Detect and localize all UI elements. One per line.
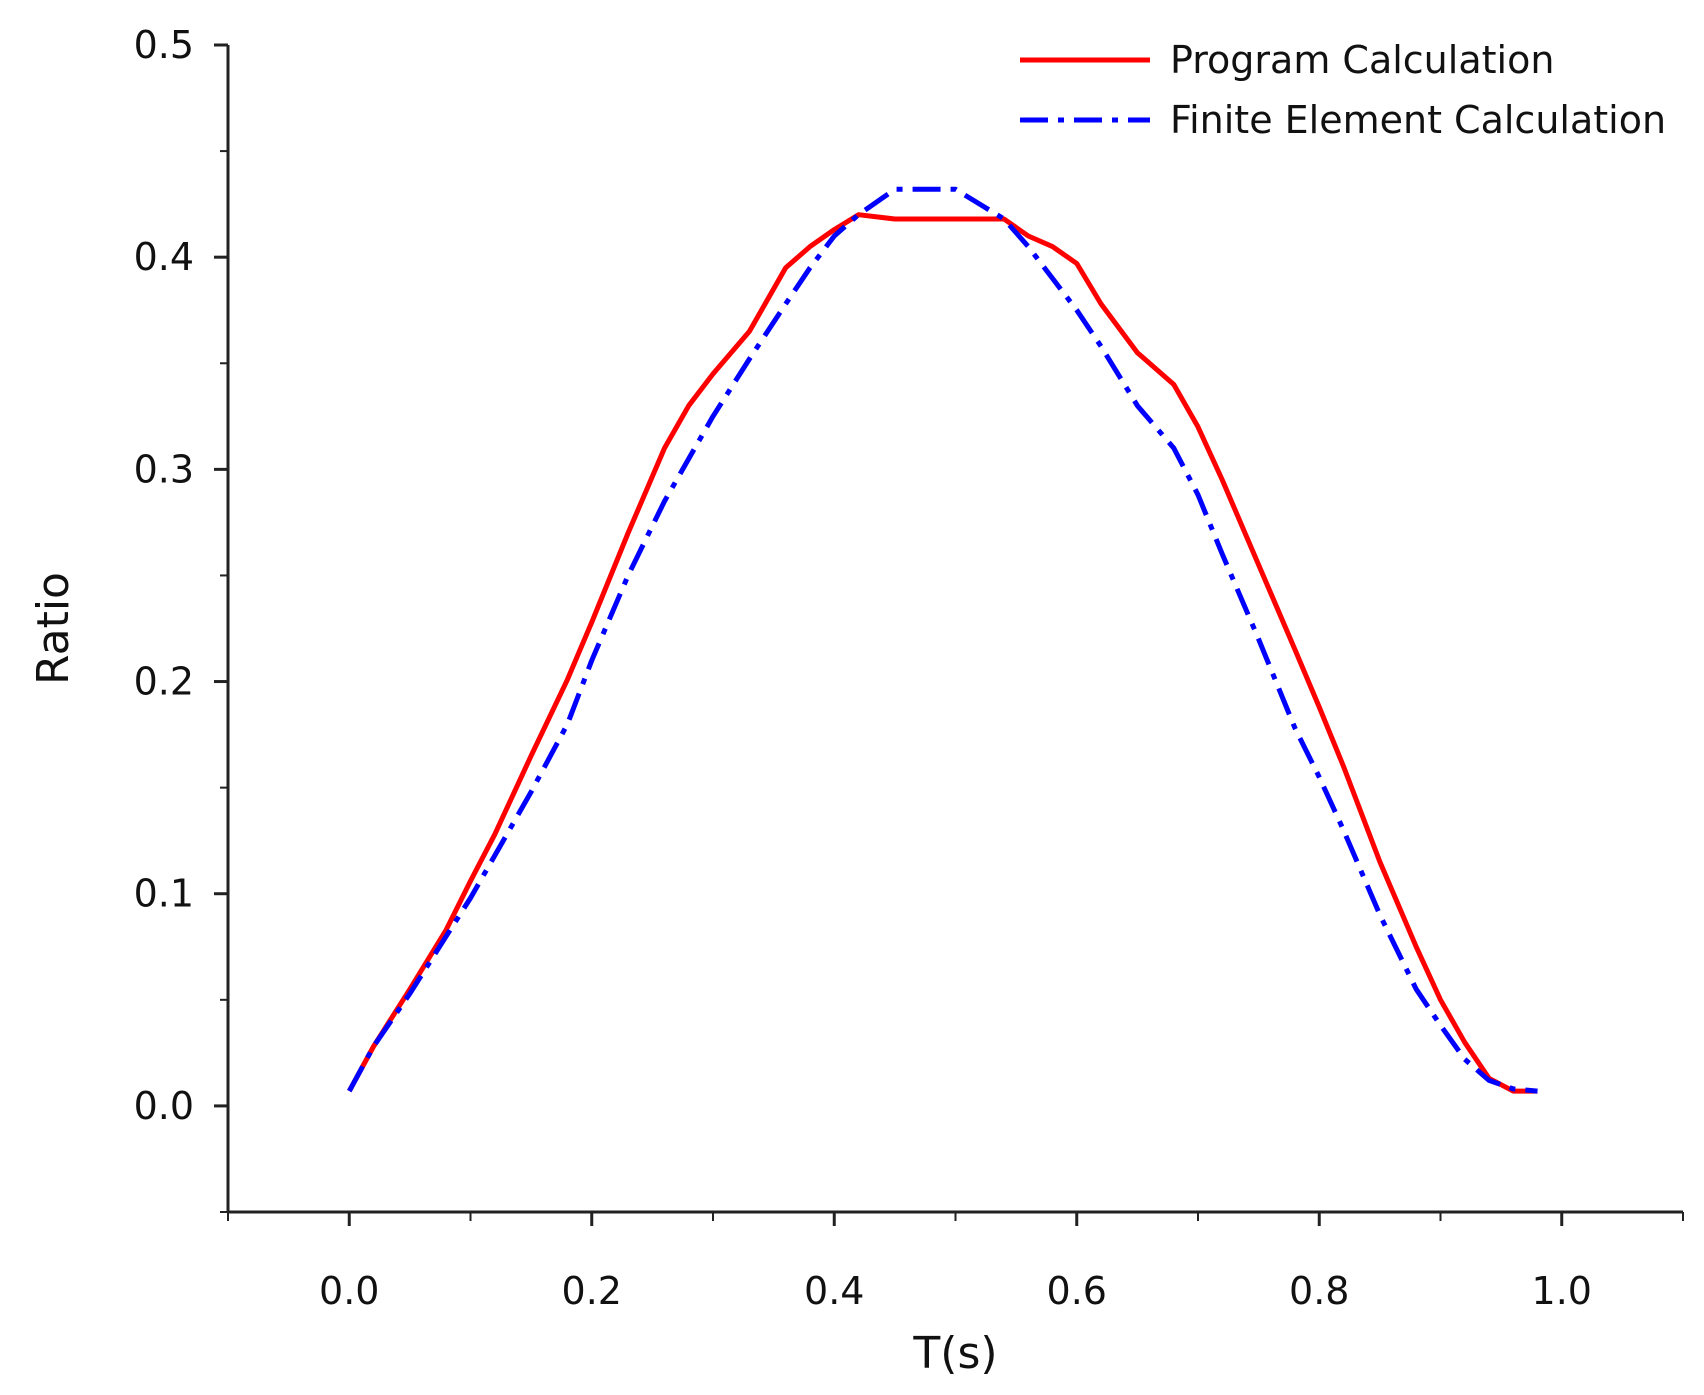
x-tick-label: 0.4 (804, 1269, 864, 1313)
legend-label: Program Calculation (1170, 38, 1554, 82)
x-tick-label: 0.8 (1289, 1269, 1349, 1313)
x-tick-label: 1.0 (1532, 1269, 1592, 1313)
y-tick-label: 0.3 (134, 447, 194, 491)
y-tick-label: 0.5 (134, 23, 194, 67)
series-lines (347, 186, 1538, 1094)
y-tick-label: 0.0 (134, 1084, 194, 1128)
series-line-program-calculation (347, 212, 1538, 1094)
series-line-finite-element-calculation (347, 186, 1538, 1094)
y-tick-label: 0.1 (134, 872, 194, 916)
x-tick-label: 0.2 (562, 1269, 622, 1313)
x-tick-label: 0.6 (1047, 1269, 1107, 1313)
legend-label: Finite Element Calculation (1170, 98, 1666, 142)
legend: Program Calculation Finite Element Calcul… (1020, 38, 1666, 142)
y-tick-label: 0.4 (134, 235, 194, 279)
y-axis-title: Ratio (28, 572, 79, 685)
x-tick-label: 0.0 (319, 1269, 379, 1313)
axes: 0.0 0.1 0.2 0.3 0.4 0.5 0.0 0.2 0.4 0.6 0.8 1.0 T(s)… (28, 23, 1684, 1379)
x-axis-title: T(s) (912, 1328, 997, 1379)
y-tick-label: 0.2 (134, 660, 194, 704)
